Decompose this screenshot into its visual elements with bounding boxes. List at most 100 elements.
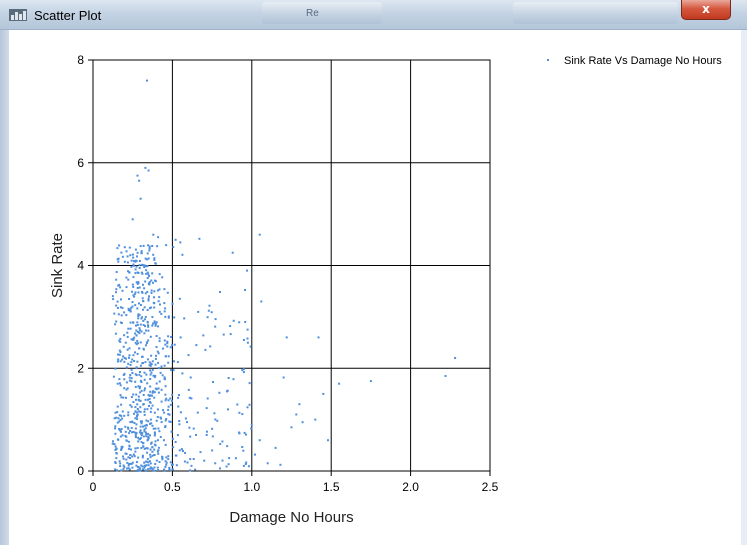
data-point xyxy=(143,264,146,267)
data-point xyxy=(227,377,230,379)
data-point xyxy=(144,292,147,295)
data-point xyxy=(114,332,117,335)
data-point xyxy=(245,461,248,464)
data-point xyxy=(142,445,145,448)
data-point xyxy=(138,302,140,305)
data-point xyxy=(153,454,156,456)
data-point xyxy=(121,410,124,413)
data-point xyxy=(250,423,253,426)
data-point xyxy=(132,393,135,396)
data-point xyxy=(327,439,329,442)
data-point xyxy=(125,381,128,384)
data-point xyxy=(129,454,132,456)
data-point xyxy=(155,354,157,357)
data-point xyxy=(146,458,149,460)
data-point xyxy=(135,343,138,346)
data-point xyxy=(151,394,153,397)
data-point xyxy=(127,309,130,312)
close-button[interactable]: x xyxy=(681,0,731,20)
data-point xyxy=(208,304,211,307)
data-point xyxy=(164,399,167,402)
data-point xyxy=(149,385,152,388)
data-point xyxy=(207,309,210,312)
data-point xyxy=(132,285,135,288)
data-point xyxy=(148,245,151,248)
data-point xyxy=(121,417,123,420)
data-point xyxy=(146,265,149,267)
data-point xyxy=(151,245,154,247)
data-point xyxy=(128,246,131,249)
data-point xyxy=(111,295,114,298)
data-point xyxy=(152,253,155,256)
data-point xyxy=(221,440,224,443)
data-point xyxy=(148,460,151,463)
data-point xyxy=(146,439,149,442)
data-point xyxy=(163,378,166,381)
data-point xyxy=(120,448,123,451)
data-point xyxy=(131,372,134,374)
data-point xyxy=(115,304,118,307)
data-point xyxy=(114,427,117,430)
data-point xyxy=(118,339,121,342)
data-point xyxy=(136,255,138,258)
data-point xyxy=(127,427,130,430)
data-point xyxy=(135,334,138,337)
data-point xyxy=(150,363,153,366)
data-point xyxy=(184,452,187,454)
data-point xyxy=(129,310,132,313)
data-point xyxy=(173,316,176,319)
data-point xyxy=(115,288,118,291)
data-point xyxy=(203,459,206,462)
data-point xyxy=(189,458,192,461)
data-point xyxy=(119,384,122,387)
data-point xyxy=(153,469,156,472)
data-point xyxy=(176,434,179,437)
data-point xyxy=(134,436,137,439)
data-point xyxy=(126,331,129,334)
data-point xyxy=(144,431,147,434)
data-point xyxy=(238,321,241,324)
data-point xyxy=(131,218,134,221)
data-point xyxy=(143,410,146,413)
data-point xyxy=(118,428,121,430)
data-point xyxy=(178,423,181,426)
data-point xyxy=(165,397,168,400)
data-point xyxy=(159,436,162,438)
data-point xyxy=(138,468,141,471)
data-point xyxy=(137,291,140,294)
data-point xyxy=(147,420,150,423)
data-point xyxy=(189,435,192,438)
data-point xyxy=(120,469,123,472)
data-point xyxy=(226,389,229,392)
data-point xyxy=(140,464,143,467)
data-point xyxy=(232,319,235,322)
data-point xyxy=(229,333,232,336)
data-point xyxy=(117,438,120,441)
data-point xyxy=(146,451,149,454)
data-point xyxy=(163,439,165,442)
data-point xyxy=(266,462,269,465)
data-point xyxy=(157,439,159,442)
data-point xyxy=(138,267,141,269)
data-point xyxy=(119,435,122,438)
data-point xyxy=(131,466,134,469)
data-point xyxy=(164,465,167,468)
data-point xyxy=(114,323,117,326)
data-point xyxy=(155,321,158,324)
data-point xyxy=(145,329,147,332)
data-point xyxy=(118,382,121,385)
data-point xyxy=(206,430,208,433)
y-axis-title: Sink Rate xyxy=(49,233,66,298)
data-point xyxy=(132,401,135,403)
data-point xyxy=(140,330,143,333)
data-point xyxy=(118,414,121,417)
data-point xyxy=(131,421,134,424)
data-point xyxy=(232,378,235,381)
data-point xyxy=(167,315,170,318)
data-point xyxy=(126,348,129,351)
data-point xyxy=(167,413,170,416)
data-point xyxy=(211,449,214,452)
data-point xyxy=(132,263,135,266)
data-point xyxy=(138,431,141,434)
data-point xyxy=(141,420,143,423)
